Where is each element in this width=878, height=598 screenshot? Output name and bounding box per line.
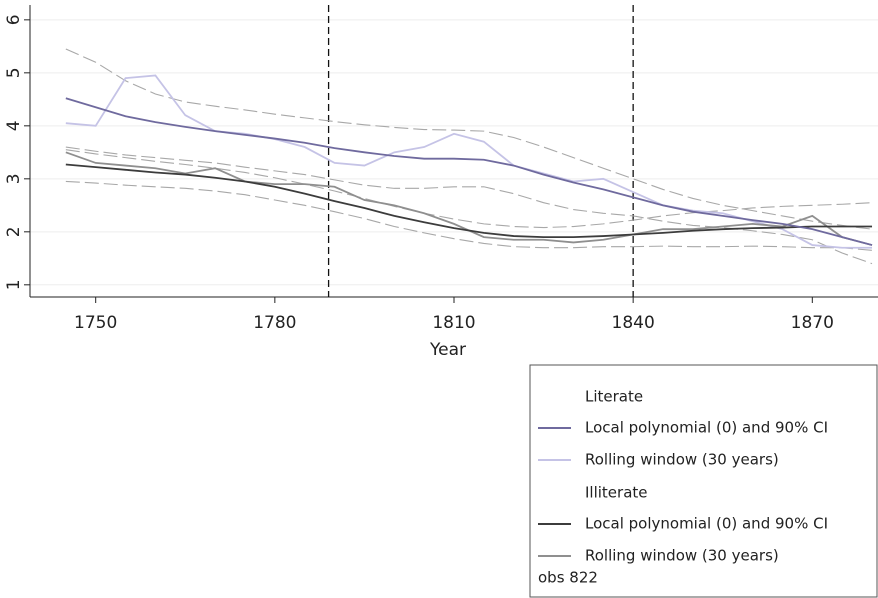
x-tick-label: 1810 (432, 313, 475, 333)
ci-line (65, 149, 873, 229)
series-line (65, 163, 873, 239)
x-tick-label: 1750 (74, 313, 117, 333)
note: obs 822 (538, 569, 598, 587)
legend-group-title: Illiterate (585, 484, 648, 502)
x-tick-label: 1870 (791, 313, 834, 333)
legend-group-title: Literate (585, 388, 643, 406)
legend-box (529, 364, 878, 598)
y-tick-label: 3 (4, 173, 24, 184)
x-axis-label: Year (429, 340, 466, 360)
y-tick-label: 2 (4, 226, 24, 237)
legend: Literate Local polynomial (0) and 90% CI R… (538, 388, 828, 587)
y-tick-label: 1 (4, 279, 24, 290)
x-tick-label: 1780 (253, 313, 296, 333)
legend-label: Local polynomial (0) and 90% CI (585, 419, 828, 437)
ci-line (65, 180, 873, 251)
y-tick-label: 4 (4, 120, 24, 131)
y-tick-label: 6 (4, 14, 24, 25)
legend-label: Rolling window (30 years) (585, 547, 779, 565)
y-tick-label: 5 (4, 67, 24, 78)
legend-label: Local polynomial (0) and 90% CI (585, 515, 828, 533)
series-line (65, 97, 873, 246)
ci-line (65, 48, 873, 230)
plot-area (30, 5, 878, 297)
legend-label: Rolling window (30 years) (585, 451, 779, 469)
x-tick-label: 1840 (612, 313, 655, 333)
